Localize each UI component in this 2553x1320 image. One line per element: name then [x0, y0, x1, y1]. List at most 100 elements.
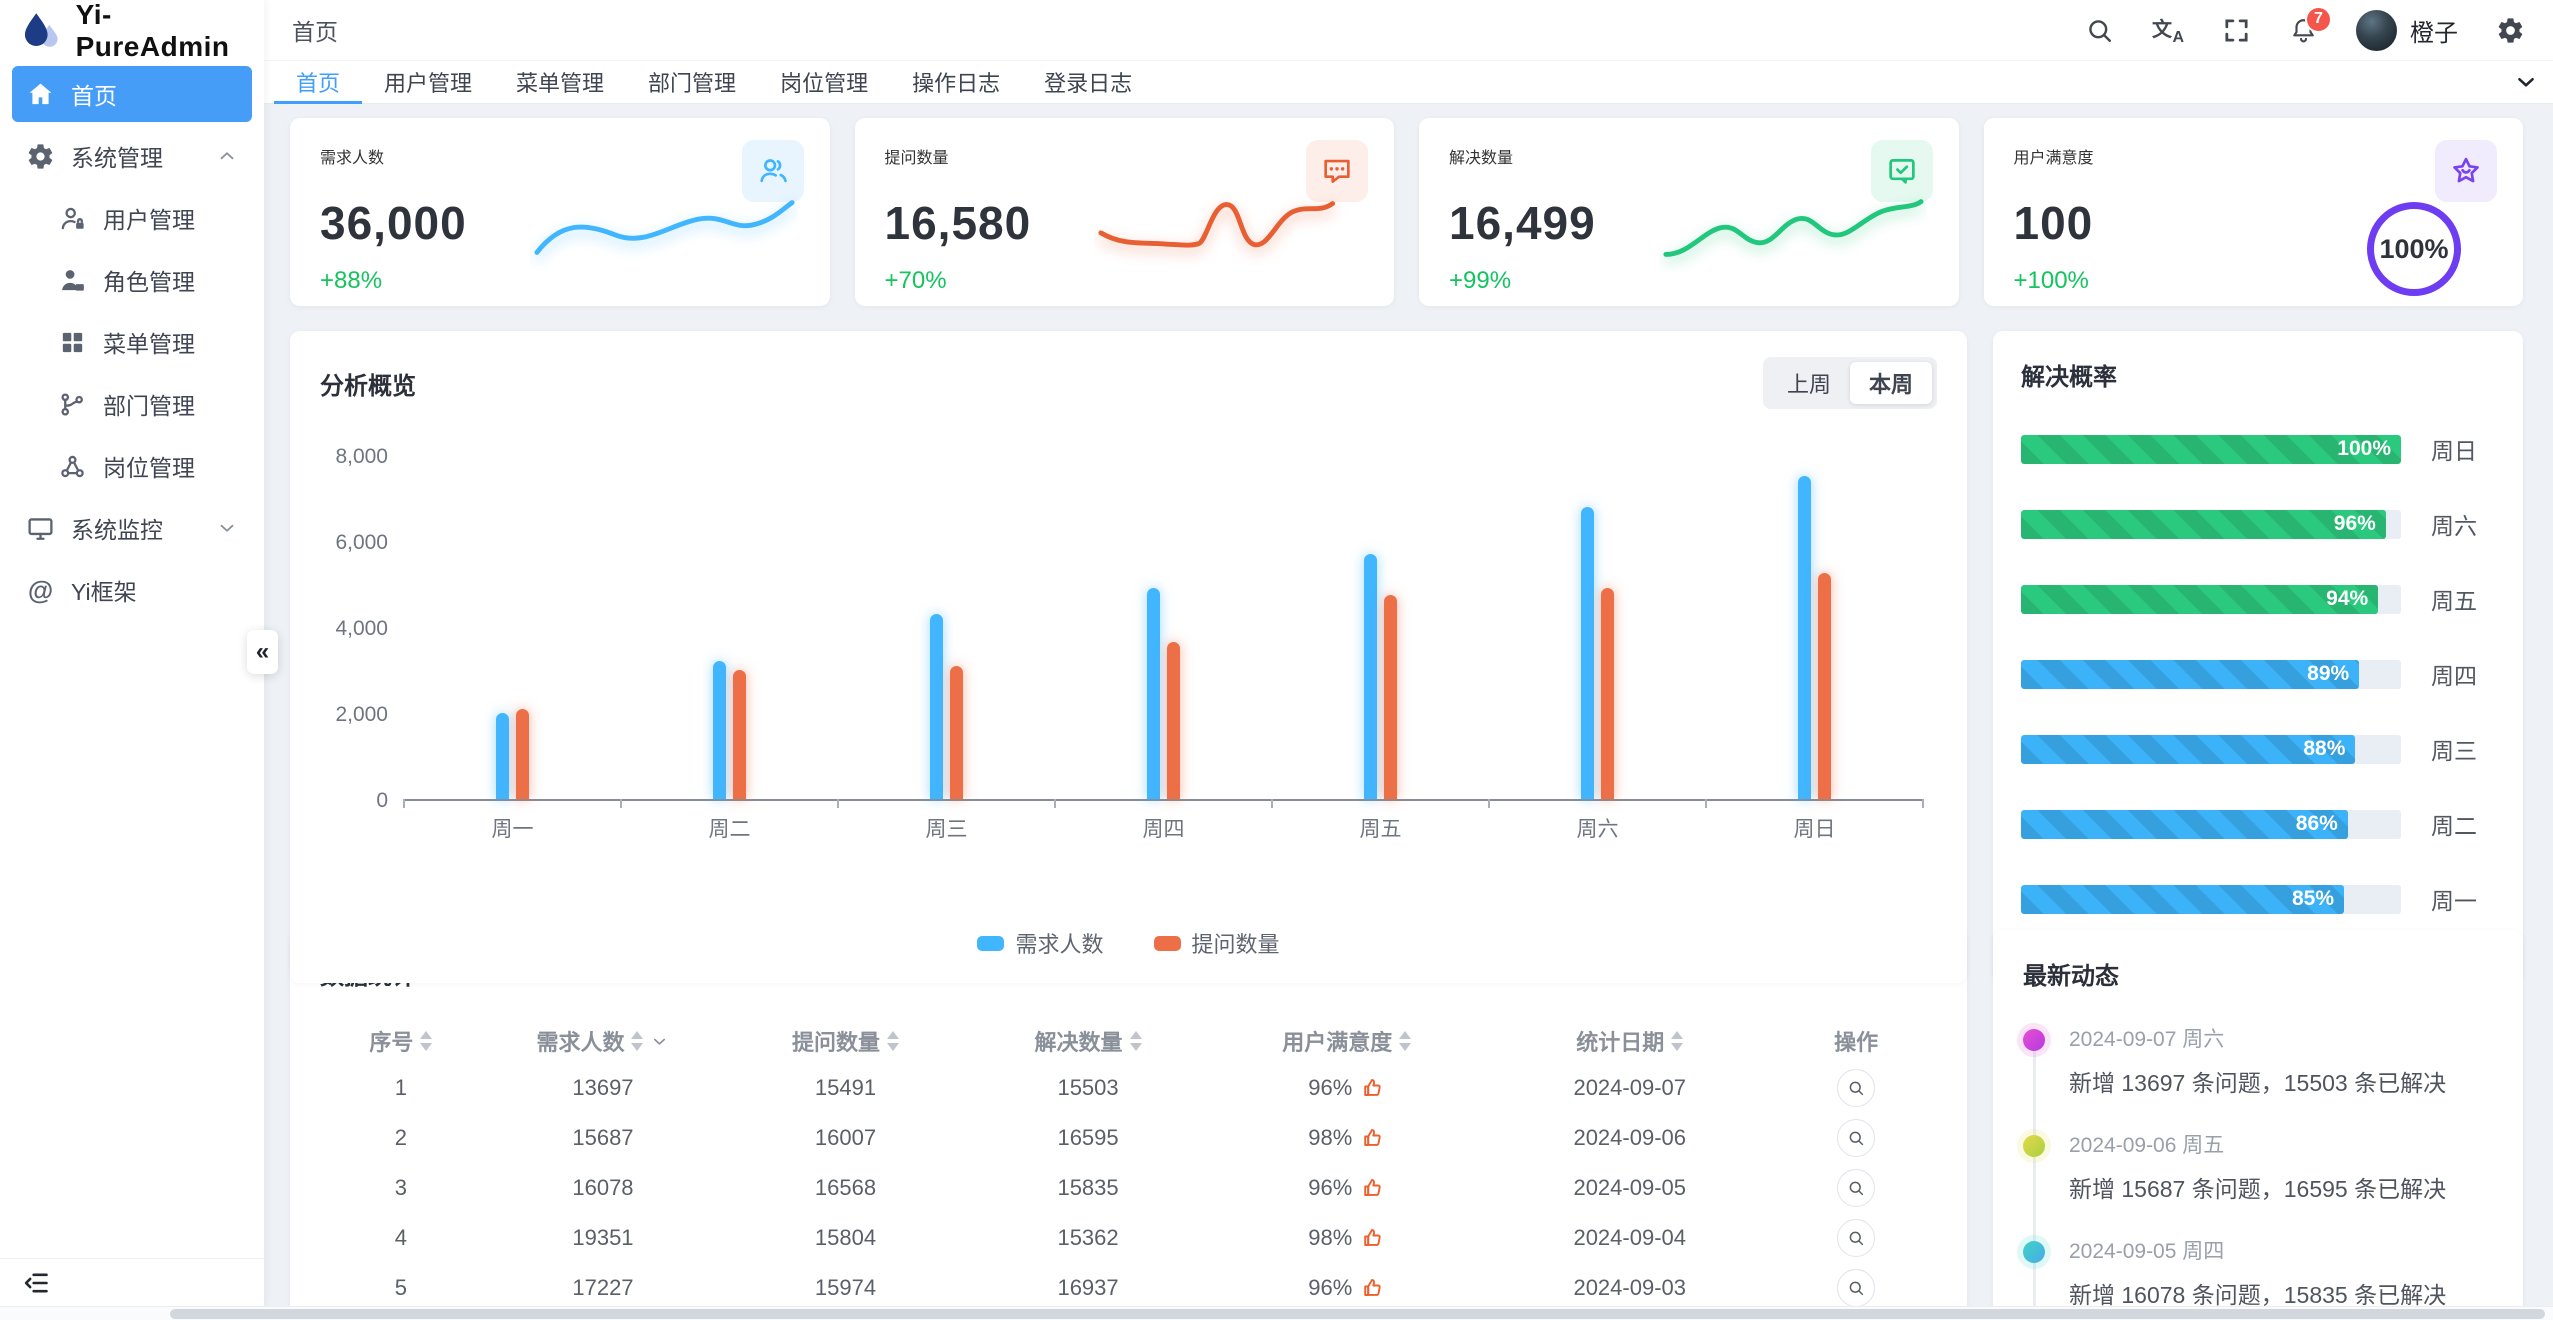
solve-row: 94% 周五	[2021, 582, 2495, 616]
column-header-4[interactable]: 用户满意度	[1209, 1025, 1484, 1057]
sidebar-item-dept-management[interactable]: 部门管理	[12, 376, 252, 432]
x-axis-labels: 周一 周二 周三 周四 周五 周六 周日	[404, 813, 1923, 843]
sidebar-item-label: Yi框架	[71, 579, 137, 605]
table-row: 2 15687 16007 16595 98% 2024-09-06	[320, 1113, 1937, 1163]
thumb-up-icon	[1361, 1276, 1385, 1300]
column-header-1[interactable]: 需求人数	[482, 1025, 725, 1057]
legend-label: 需求人数	[1015, 932, 1104, 957]
message-check-icon	[1870, 140, 1933, 202]
cell-solved: 15835	[1057, 1175, 1119, 1200]
bar-提问数量	[950, 666, 963, 799]
cell-date: 2024-09-05	[1573, 1175, 1686, 1200]
x-axis-label: 周日	[1793, 818, 1836, 841]
sidebar-item-system-monitor[interactable]: 系统监控	[12, 500, 252, 556]
stat-card-value: 16,499	[1449, 197, 1596, 249]
star-icon	[2435, 140, 2497, 202]
tab-1[interactable]: 用户管理	[384, 71, 473, 96]
bar-需求人数	[1798, 476, 1811, 799]
tab-6[interactable]: 登录日志	[1044, 71, 1133, 96]
x-axis-label: 周三	[925, 818, 968, 841]
stat-card-title: 需求人数	[320, 150, 385, 167]
user-menu[interactable]: 橙子	[2356, 9, 2458, 51]
horizontal-scrollbar	[0, 1306, 2553, 1320]
timeline-text: 新增 13697 条问题，15503 条已解决	[2069, 1070, 2447, 1096]
satisfaction-value: 98%	[1308, 1125, 1353, 1150]
tab-3[interactable]: 部门管理	[648, 71, 737, 96]
fullscreen-icon[interactable]	[2222, 16, 2251, 45]
axis-tick	[1922, 799, 1924, 808]
column-header-2[interactable]: 提问数量	[724, 1025, 967, 1057]
app-logo[interactable]: Yi-PureAdmin	[0, 0, 264, 62]
view-detail-button[interactable]	[1837, 1069, 1876, 1107]
y-axis-label: 4,000	[335, 617, 388, 640]
timeline-date: 2024-09-05 周四	[2069, 1240, 2225, 1263]
sidebar-item-home[interactable]: 首页	[12, 66, 252, 122]
bar-需求人数	[713, 661, 726, 799]
view-detail-button[interactable]	[1837, 1119, 1876, 1157]
tab-0[interactable]: 首页	[274, 61, 363, 104]
sidebar-item-label: 部门管理	[103, 393, 195, 419]
column-label: 操作	[1834, 1030, 1879, 1055]
bar-group	[1055, 457, 1272, 799]
sidebar-item-label: 系统监控	[71, 517, 163, 543]
menu-fold-icon[interactable]	[22, 1269, 50, 1297]
horizontal-scrollbar-thumb[interactable]	[170, 1309, 2545, 1319]
week-toggle-1[interactable]: 本周	[1849, 362, 1932, 404]
sidebar-collapse-button[interactable]: «	[247, 630, 278, 674]
cell-demand: 17227	[572, 1275, 634, 1300]
analysis-overview-card: 分析概览 上周 本周 8,000 6,000 4,000 2,000 0 周一 周二 周三 周四周…	[290, 331, 1967, 983]
sidebar-item-yi-framework[interactable]: @ Yi框架	[12, 562, 252, 618]
solve-row: 100% 周日	[2021, 432, 2495, 466]
sparkline	[1094, 184, 1362, 272]
settings-gear-icon[interactable]	[2496, 16, 2525, 45]
sidebar-item-label: 角色管理	[103, 269, 195, 295]
sidebar-item-post-management[interactable]: 岗位管理	[12, 438, 252, 494]
timeline-entry: 2024-09-07 周六 新增 13697 条问题，15503 条已解决	[2023, 1023, 2493, 1098]
progress-track: 85%	[2021, 884, 2401, 914]
satisfaction-value: 96%	[1308, 1075, 1353, 1100]
progress-percent: 85%	[2291, 887, 2334, 910]
view-detail-button[interactable]	[1837, 1169, 1876, 1207]
cell-solved: 15362	[1057, 1225, 1119, 1250]
table-row: 3 16078 16568 15835 96% 2024-09-05	[320, 1163, 1937, 1213]
view-detail-button[interactable]	[1837, 1269, 1876, 1307]
cell-index: 2	[394, 1125, 407, 1150]
solve-probability-card: 解决概率 100% 周日 96% 周六 94% 周五 89% 周四 88% 周三 86% 周二 85% 周…	[1993, 331, 2523, 983]
chevron-up-icon	[216, 145, 238, 167]
legend-item[interactable]: 需求人数	[977, 927, 1104, 959]
sidebar-item-system-management[interactable]: 系统管理	[12, 128, 252, 184]
cell-satisfaction: 98%	[1209, 1125, 1484, 1151]
progress-fill: 89%	[2021, 659, 2360, 689]
filter-chevron-down-icon[interactable]	[650, 1032, 669, 1051]
stat-card-delta: +100%	[2013, 267, 2089, 294]
tab-2[interactable]: 菜单管理	[516, 71, 605, 96]
column-header-3[interactable]: 解决数量	[967, 1025, 1210, 1057]
cell-demand: 13697	[572, 1075, 634, 1100]
at-icon: @	[27, 575, 54, 605]
stat-cards-row: 需求人数 36,000 +88% 提问数量 16,580 +70% 解决数量 16,499 +9…	[290, 118, 2523, 306]
sidebar-item-menu-management[interactable]: 菜单管理	[12, 314, 252, 370]
search-icon[interactable]	[2085, 16, 2114, 45]
avatar	[2356, 9, 2397, 51]
stat-card-delta: +88%	[320, 267, 383, 294]
cell-index: 4	[394, 1225, 407, 1250]
cell-satisfaction: 96%	[1209, 1175, 1484, 1201]
tab-bar: 首页 用户管理 菜单管理 部门管理 岗位管理 操作日志 登录日志	[264, 60, 2553, 104]
water-drop-icon	[20, 10, 62, 52]
week-toggle-0[interactable]: 上周	[1786, 372, 1831, 397]
sidebar-item-role-management[interactable]: 角色管理	[12, 252, 252, 308]
tabs-chevron-down-icon[interactable]	[2513, 61, 2539, 103]
sidebar-item-user-management[interactable]: 用户管理	[12, 190, 252, 246]
view-detail-button[interactable]	[1837, 1219, 1876, 1257]
stat-card-1: 提问数量 16,580 +70%	[854, 118, 1394, 306]
tab-4[interactable]: 岗位管理	[780, 71, 869, 96]
column-header-0[interactable]: 序号	[320, 1025, 482, 1057]
bell-icon[interactable]: 7	[2289, 5, 2332, 45]
tab-5[interactable]: 操作日志	[912, 71, 1001, 96]
group-icon	[741, 140, 804, 202]
column-header-5[interactable]: 统计日期	[1484, 1025, 1775, 1057]
grid-icon	[58, 328, 87, 357]
legend-item[interactable]: 提问数量	[1153, 927, 1280, 959]
timeline-dot	[2023, 1135, 2045, 1157]
